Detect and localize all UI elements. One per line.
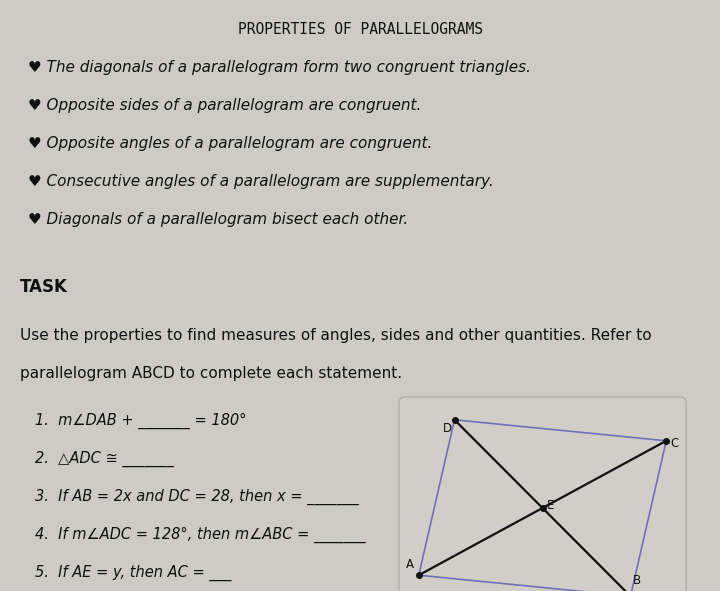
Text: 2.  △ADC ≅ _______: 2. △ADC ≅ _______ bbox=[35, 451, 174, 467]
Text: parallelogram ABCD to complete each statement.: parallelogram ABCD to complete each stat… bbox=[20, 366, 402, 381]
Text: ♥ Diagonals of a parallelogram bisect each other.: ♥ Diagonals of a parallelogram bisect ea… bbox=[28, 212, 408, 227]
Text: ♥ Opposite angles of a parallelogram are congruent.: ♥ Opposite angles of a parallelogram are… bbox=[28, 136, 433, 151]
Text: Use the properties to find measures of angles, sides and other quantities. Refer: Use the properties to find measures of a… bbox=[20, 328, 652, 343]
Text: 4.  If m∠ADC = 128°, then m∠ABC = _______: 4. If m∠ADC = 128°, then m∠ABC = _______ bbox=[35, 527, 366, 543]
Text: E: E bbox=[547, 499, 554, 512]
Text: C: C bbox=[671, 437, 679, 450]
Text: 3.  If AB = 2x and DC = 28, then x = _______: 3. If AB = 2x and DC = 28, then x = ____… bbox=[35, 489, 359, 505]
Text: A: A bbox=[406, 558, 414, 571]
Text: ♥ Consecutive angles of a parallelogram are supplementary.: ♥ Consecutive angles of a parallelogram … bbox=[28, 174, 494, 189]
Text: B: B bbox=[633, 574, 642, 587]
FancyBboxPatch shape bbox=[399, 397, 686, 591]
Text: ♥ The diagonals of a parallelogram form two congruent triangles.: ♥ The diagonals of a parallelogram form … bbox=[28, 60, 531, 75]
Text: PROPERTIES OF PARALLELOGRAMS: PROPERTIES OF PARALLELOGRAMS bbox=[238, 22, 482, 37]
Text: 5.  If AE = y, then AC = ___: 5. If AE = y, then AC = ___ bbox=[35, 565, 232, 581]
Text: D: D bbox=[443, 423, 452, 436]
Text: ♥ Opposite sides of a parallelogram are congruent.: ♥ Opposite sides of a parallelogram are … bbox=[28, 98, 421, 113]
Text: TASK: TASK bbox=[20, 278, 68, 296]
Text: 1.  m∠DAB + _______ = 180°: 1. m∠DAB + _______ = 180° bbox=[35, 413, 246, 429]
